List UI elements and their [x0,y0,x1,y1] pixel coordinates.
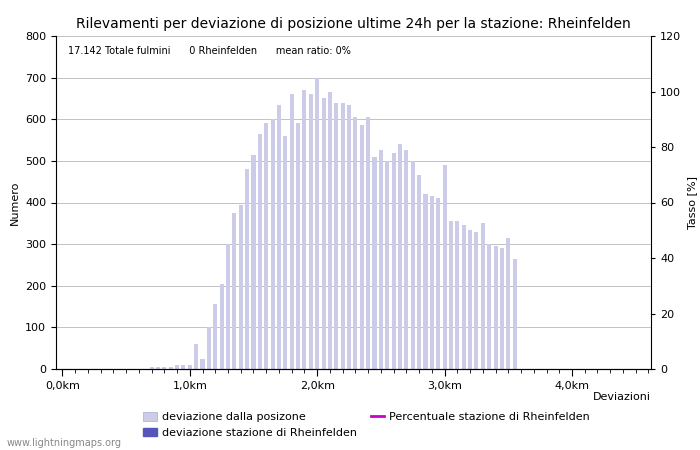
Bar [372,157,377,369]
Bar [360,126,364,369]
Bar [175,365,179,369]
Bar [379,150,383,369]
Bar [341,103,344,369]
Bar [302,90,307,369]
Bar [251,155,256,369]
Bar [271,119,274,369]
Bar [188,365,192,369]
Text: www.lightningmaps.org: www.lightningmaps.org [7,438,122,448]
Bar [264,123,268,369]
Bar [468,230,472,369]
Bar [258,134,262,369]
Title: Rilevamenti per deviazione di posizione ultime 24h per la stazione: Rheinfelden: Rilevamenti per deviazione di posizione … [76,17,631,31]
Bar [277,105,281,369]
Bar [487,244,491,369]
Bar [335,103,338,369]
Bar [494,246,498,369]
Bar [328,92,332,369]
Bar [162,367,167,369]
Bar [475,232,479,369]
Bar [385,161,389,369]
Legend: deviazione dalla posizone, deviazione stazione di Rheinfelden, Percentuale stazi: deviazione dalla posizone, deviazione st… [139,408,595,442]
Text: Deviazioni: Deviazioni [593,392,651,402]
Bar [436,198,440,369]
Y-axis label: Tasso [%]: Tasso [%] [687,176,696,229]
Bar [245,169,249,369]
Bar [506,238,510,369]
Bar [309,94,313,369]
Bar [156,367,160,369]
Bar [417,176,421,369]
Bar [284,136,288,369]
Bar [194,344,198,369]
Bar [481,223,485,369]
Bar [430,196,434,369]
Bar [424,194,428,369]
Bar [200,359,204,369]
Y-axis label: Numero: Numero [10,180,20,225]
Text: 17.142 Totale fulmini      0 Rheinfelden      mean ratio: 0%: 17.142 Totale fulmini 0 Rheinfelden mean… [68,46,351,56]
Bar [214,305,217,369]
Bar [455,221,459,369]
Bar [181,365,186,369]
Bar [500,248,504,369]
Bar [226,244,230,369]
Bar [220,284,224,369]
Bar [239,205,243,369]
Bar [347,105,351,369]
Bar [462,225,466,369]
Bar [405,150,408,369]
Bar [366,117,370,369]
Bar [354,117,358,369]
Bar [290,94,294,369]
Bar [232,213,237,369]
Bar [398,144,402,369]
Bar [315,77,319,369]
Bar [512,259,517,369]
Bar [169,367,173,369]
Bar [296,123,300,369]
Bar [449,221,453,369]
Bar [150,367,153,369]
Bar [391,153,395,369]
Bar [411,161,415,369]
Bar [442,165,447,369]
Bar [321,99,326,369]
Bar [207,327,211,369]
